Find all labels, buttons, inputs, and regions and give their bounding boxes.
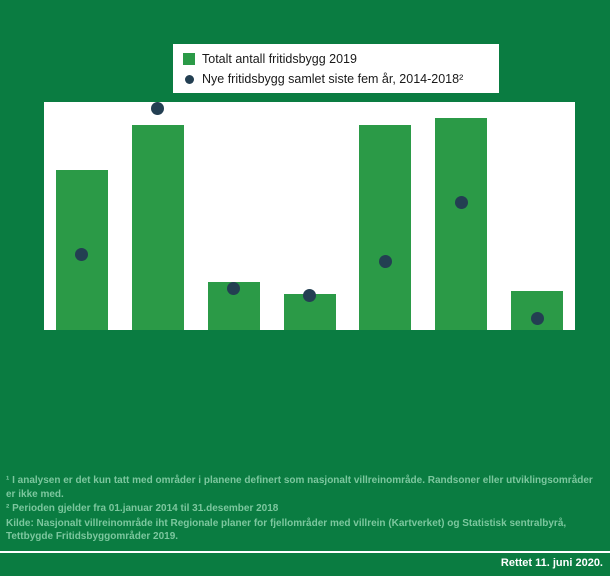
- bar: [359, 124, 412, 330]
- dot-swatch-icon: [184, 74, 194, 84]
- bar-swatch-icon: [183, 53, 195, 65]
- footnote-line-2: ² Perioden gjelder fra 01.januar 2014 ti…: [6, 503, 279, 514]
- revision-note: Rettet 11. juni 2020.: [500, 557, 603, 569]
- bar: [131, 124, 184, 330]
- legend-item-new-dots: Nye fritidsbygg samlet siste fem år, 201…: [183, 72, 489, 86]
- data-point-dot: [454, 195, 468, 209]
- data-point-dot: [151, 102, 165, 116]
- data-point-dot: [530, 312, 544, 326]
- bar: [435, 117, 488, 330]
- data-point-dot: [378, 255, 392, 269]
- data-point-dot: [303, 289, 316, 303]
- legend-label-total: Totalt antall fritidsbygg 2019: [202, 52, 357, 66]
- legend-label-new: Nye fritidsbygg samlet siste fem år, 201…: [202, 72, 464, 86]
- footnotes: ¹ I analysen er det kun tatt med områder…: [6, 474, 600, 545]
- chart-legend: Totalt antall fritidsbygg 2019 Nye friti…: [173, 44, 499, 93]
- chart-plot-area: [44, 102, 575, 330]
- footer-divider: [0, 551, 610, 553]
- legend-item-total-bars: Totalt antall fritidsbygg 2019: [183, 52, 489, 66]
- footnote-line-1: ¹ I analysen er det kun tatt med områder…: [6, 475, 593, 500]
- data-point-dot: [75, 248, 89, 262]
- data-point-dot: [227, 282, 241, 296]
- footnote-line-3: Kilde: Nasjonalt villreinområde iht Regi…: [6, 517, 567, 543]
